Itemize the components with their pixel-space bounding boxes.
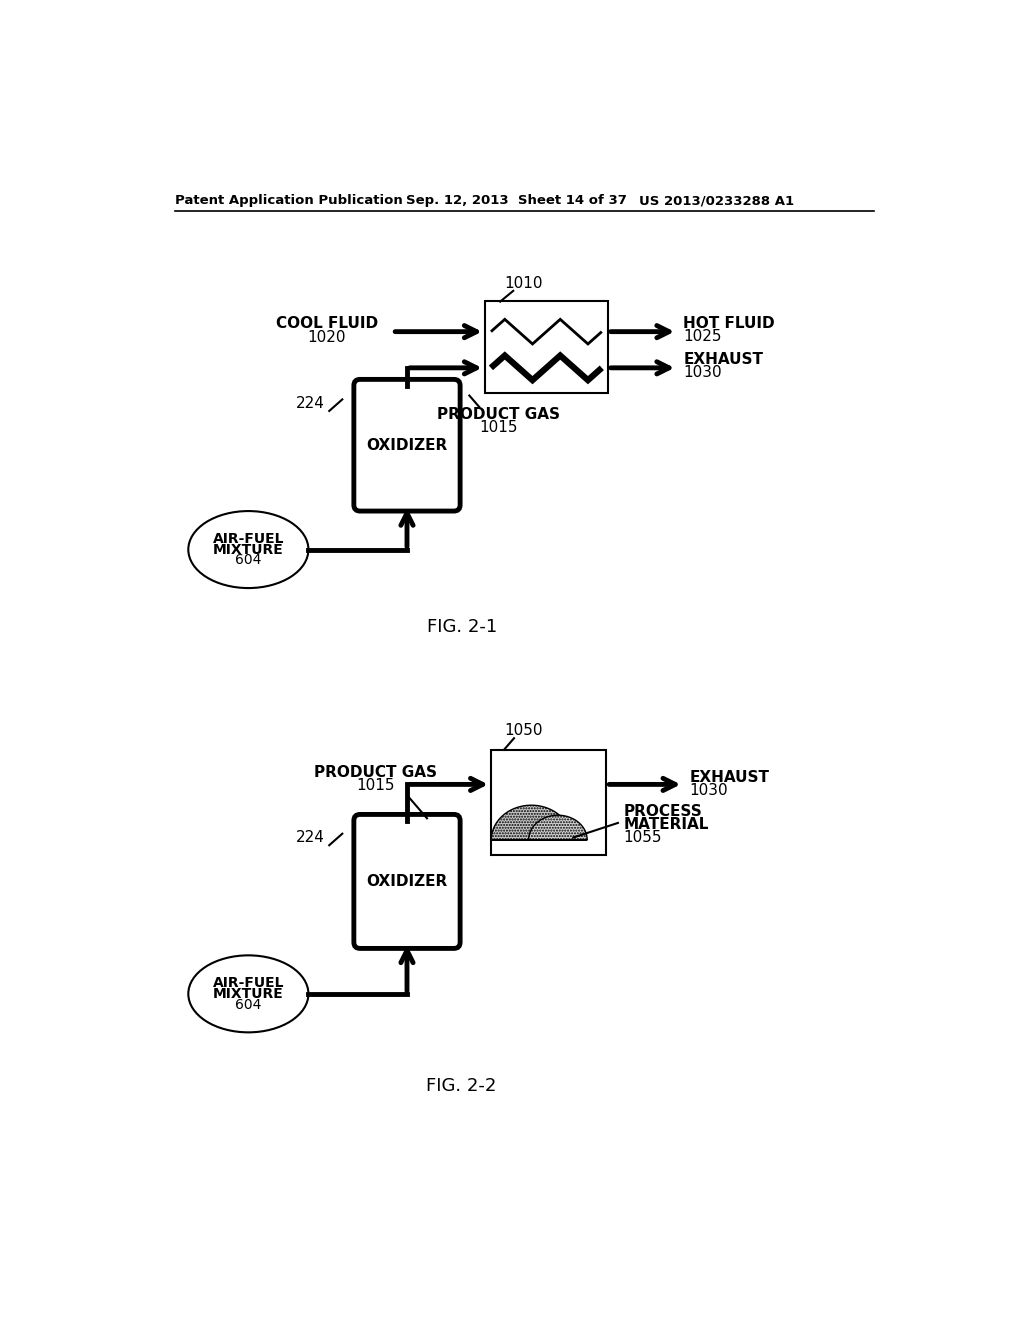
Text: PROCESS: PROCESS <box>624 804 702 818</box>
Text: OXIDIZER: OXIDIZER <box>367 874 447 888</box>
Bar <box>490 750 606 855</box>
Text: 1020: 1020 <box>307 330 346 345</box>
Text: COOL FLUID: COOL FLUID <box>275 317 378 331</box>
Text: 1015: 1015 <box>356 779 394 793</box>
Bar <box>484 301 608 393</box>
Text: 1030: 1030 <box>689 783 728 799</box>
Text: FIG. 2-2: FIG. 2-2 <box>426 1077 497 1096</box>
Text: 1010: 1010 <box>504 276 543 290</box>
Text: OXIDIZER: OXIDIZER <box>367 438 447 453</box>
Text: AIR-FUEL: AIR-FUEL <box>213 532 284 545</box>
Text: PRODUCT GAS: PRODUCT GAS <box>437 407 560 421</box>
Text: 1030: 1030 <box>683 364 722 380</box>
Text: Patent Application Publication: Patent Application Publication <box>175 194 403 207</box>
Text: 1015: 1015 <box>479 420 518 434</box>
Ellipse shape <box>188 956 308 1032</box>
Text: 604: 604 <box>236 553 261 568</box>
Text: 224: 224 <box>296 396 325 411</box>
FancyBboxPatch shape <box>354 379 460 511</box>
Text: EXHAUST: EXHAUST <box>683 352 764 367</box>
Ellipse shape <box>188 511 308 589</box>
Text: EXHAUST: EXHAUST <box>689 770 770 785</box>
Text: PRODUCT GAS: PRODUCT GAS <box>314 766 437 780</box>
Polygon shape <box>492 805 571 840</box>
Text: HOT FLUID: HOT FLUID <box>683 315 775 331</box>
Text: 1055: 1055 <box>624 830 662 845</box>
Text: MIXTURE: MIXTURE <box>213 987 284 1001</box>
Text: FIG. 2-1: FIG. 2-1 <box>427 618 497 635</box>
Text: Sep. 12, 2013  Sheet 14 of 37: Sep. 12, 2013 Sheet 14 of 37 <box>407 194 627 207</box>
FancyBboxPatch shape <box>354 814 460 949</box>
Text: US 2013/0233288 A1: US 2013/0233288 A1 <box>639 194 794 207</box>
Text: 1025: 1025 <box>683 329 722 343</box>
Text: MATERIAL: MATERIAL <box>624 817 709 832</box>
Text: 224: 224 <box>296 830 325 845</box>
Text: 604: 604 <box>236 998 261 1011</box>
Text: 1050: 1050 <box>504 723 543 738</box>
Text: AIR-FUEL: AIR-FUEL <box>213 975 284 990</box>
Polygon shape <box>528 816 587 840</box>
Text: MIXTURE: MIXTURE <box>213 543 284 557</box>
